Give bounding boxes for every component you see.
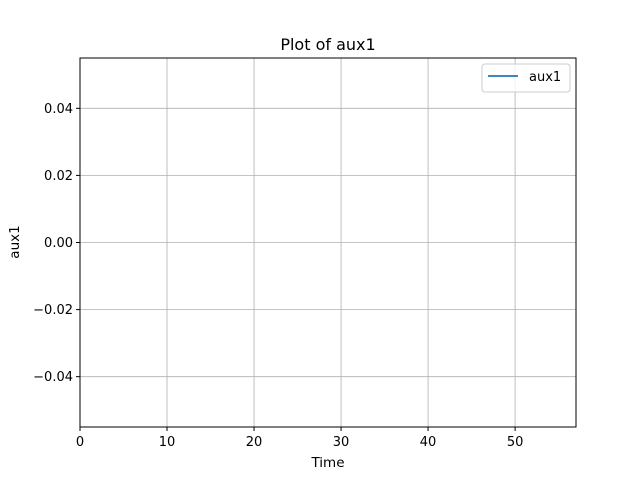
legend-box [481,63,571,93]
y-tick-label: −0.02 [33,303,73,318]
chart-title: Plot of aux1 [280,35,375,54]
y-axis-ticks: −0.04 −0.02 0.00 0.02 0.04 [33,102,80,385]
y-tick-label: 0.04 [44,102,73,117]
y-tick-label: 0.02 [44,169,73,184]
x-axis-ticks: 0 10 20 30 40 50 [76,427,524,450]
y-tick-label: −0.04 [33,370,73,385]
grid [79,58,576,427]
legend: aux1 [481,63,571,93]
x-tick-label: 40 [420,435,437,450]
legend-label: aux1 [529,70,561,85]
x-tick-label: 50 [507,435,524,450]
x-tick-label: 20 [246,435,263,450]
x-tick-label: 30 [333,435,350,450]
x-tick-label: 10 [159,435,176,450]
x-axis-label: Time [310,455,344,471]
y-tick-label: 0.00 [44,236,73,251]
y-axis-label: aux1 [7,225,23,258]
x-tick-label: 0 [76,435,84,450]
